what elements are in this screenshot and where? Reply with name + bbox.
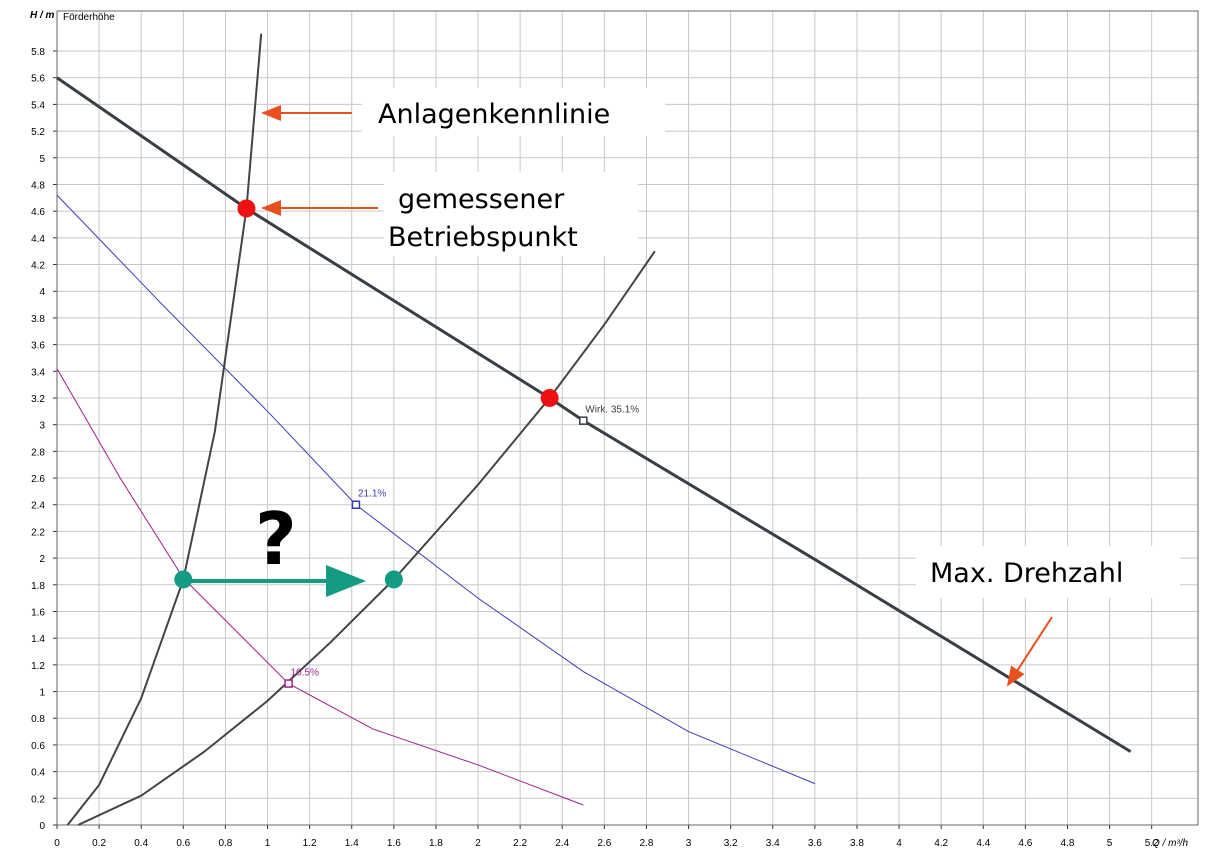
annotation-box	[916, 546, 1180, 598]
y-tick-label: 0	[39, 821, 45, 832]
y-tick-label: 2.4	[31, 501, 45, 512]
x-tick-label: 2.4	[555, 838, 569, 849]
x-tick-label: 1.2	[303, 838, 317, 849]
arrow	[1006, 616, 1053, 687]
y-tick-label: 4.6	[31, 207, 45, 218]
x-tick-label: 4.4	[976, 838, 990, 849]
y-tick-label: 2.2	[31, 527, 45, 538]
y-tick-label: 0.4	[31, 768, 45, 779]
y-tick-label: 3	[39, 421, 45, 432]
efficiency-label: Wirk. 35.1%	[585, 405, 639, 416]
annotation-box	[362, 88, 665, 136]
y-tick-label: 1.4	[31, 634, 45, 645]
y-tick-label: 0.8	[31, 714, 45, 725]
annotation-box	[384, 172, 638, 256]
y-tick-label: 3.6	[31, 341, 45, 352]
y-axis-sublabel: Förderhöhe	[63, 12, 115, 23]
point	[540, 388, 559, 407]
y-tick-label: 1	[39, 688, 45, 699]
x-tick-label: 4.6	[1018, 838, 1032, 849]
point	[384, 570, 403, 589]
point	[237, 199, 256, 218]
y-tick-label: 4.2	[31, 261, 45, 272]
x-tick-label: 0.4	[134, 838, 148, 849]
x-tick-label: 5	[1107, 838, 1113, 849]
question-mark: ?	[255, 497, 297, 581]
efficiency-marker	[579, 416, 588, 425]
annotation: Max. Drehzahl	[930, 558, 1123, 589]
x-tick-label: 0.8	[218, 838, 232, 849]
y-tick-label: 2.6	[31, 474, 45, 485]
y-tick-label: 4	[39, 287, 45, 298]
x-tick-label: 1	[265, 838, 271, 849]
curve	[56, 76, 1132, 753]
point	[174, 570, 193, 589]
y-tick-label: 3.8	[31, 314, 45, 325]
y-tick-label: 5.6	[31, 74, 45, 85]
y-tick-label: 0.2	[31, 794, 45, 805]
y-tick-label: 1.2	[31, 661, 45, 672]
x-tick-label: 3.2	[724, 838, 738, 849]
x-tick-label: 4	[896, 838, 902, 849]
x-tick-label: 3.4	[766, 838, 780, 849]
x-tick-label: 1.8	[429, 838, 443, 849]
y-tick-label: 2.8	[31, 447, 45, 458]
y-tick-label: 3.4	[31, 367, 45, 378]
x-tick-label: 1.6	[387, 838, 401, 849]
y-tick-label: 5.8	[31, 47, 45, 58]
curve	[56, 194, 816, 785]
efficiency-marker	[284, 679, 293, 688]
efficiency-marker	[351, 500, 361, 509]
x-axis-label: Q / m³/h	[1152, 838, 1189, 849]
x-tick-label: 0.2	[92, 838, 106, 849]
y-tick-label: 4.8	[31, 180, 45, 191]
curve	[56, 368, 584, 806]
x-tick-label: 0	[54, 838, 60, 849]
x-tick-label: 3	[686, 838, 692, 849]
curve	[77, 250, 656, 826]
x-tick-label: 3.8	[850, 838, 864, 849]
marks: Wirk. 35.1% 21.1% 10.5%	[56, 33, 1132, 826]
plot-frame	[56, 10, 1199, 826]
y-tick-label: 5.4	[31, 100, 45, 111]
annotation: Betriebspunkt	[388, 222, 578, 253]
x-tick-label: 4.2	[934, 838, 948, 849]
annotation: Anlagenkennlinie	[378, 99, 610, 130]
x-tick-label: 4.8	[1061, 838, 1075, 849]
y-tick-label: 3.2	[31, 394, 45, 405]
y-tick-label: 4.4	[31, 234, 45, 245]
x-tick-label: 2	[475, 838, 481, 849]
x-tick-label: 0.6	[176, 838, 190, 849]
annotation: gemessener	[398, 184, 565, 215]
y-tick-label: 1.6	[31, 607, 45, 618]
efficiency-label: 21.1%	[358, 489, 386, 500]
y-tick-label: 5	[39, 154, 45, 165]
y-tick-label: 0.6	[31, 741, 45, 752]
y-tick-label: 2	[39, 554, 45, 565]
x-tick-label: 3.6	[808, 838, 822, 849]
x-tick-label: 1.4	[345, 838, 359, 849]
y-axis-label: H / m	[30, 10, 55, 21]
grid	[53, 11, 1198, 829]
y-tick-label: 5.2	[31, 127, 45, 138]
x-tick-label: 5.2	[1145, 838, 1159, 849]
efficiency-label: 10.5%	[291, 668, 319, 679]
y-tick-label: 1.8	[31, 581, 45, 592]
x-tick-label: 2.2	[513, 838, 527, 849]
x-tick-label: 2.8	[639, 838, 653, 849]
x-tick-label: 2.6	[597, 838, 611, 849]
